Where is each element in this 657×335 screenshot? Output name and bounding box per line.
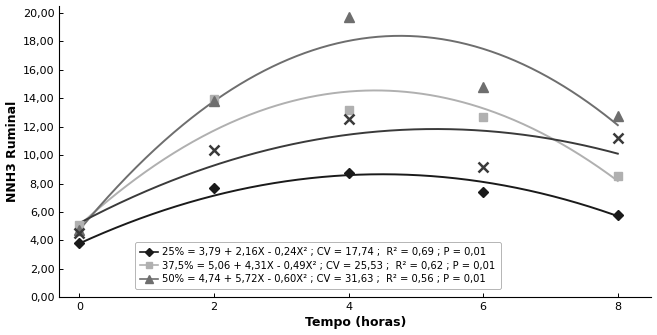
X-axis label: Tempo (horas): Tempo (horas) (305, 317, 406, 329)
Y-axis label: NNH3 Ruminal: NNH3 Ruminal (5, 101, 18, 202)
Legend: 25% = 3,79 + 2,16X - 0,24X² ; CV = 17,74 ;  R² = 0,69 ; P = 0,01, 37,5% = 5,06 +: 25% = 3,79 + 2,16X - 0,24X² ; CV = 17,74… (135, 243, 501, 289)
